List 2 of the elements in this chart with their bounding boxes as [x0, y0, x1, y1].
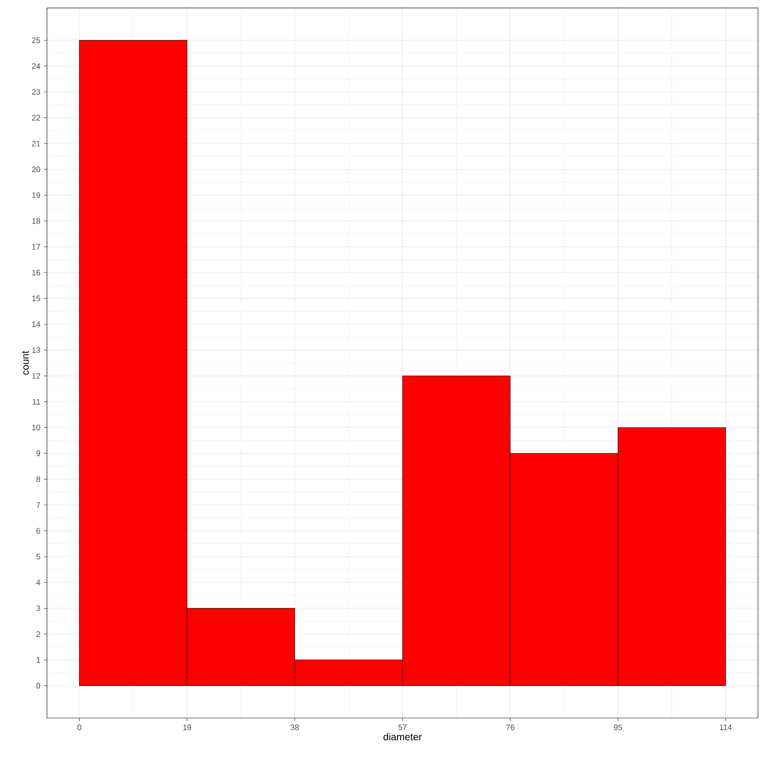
x-axis-title: diameter: [384, 733, 422, 740]
y-axis-title: count: [22, 350, 29, 375]
